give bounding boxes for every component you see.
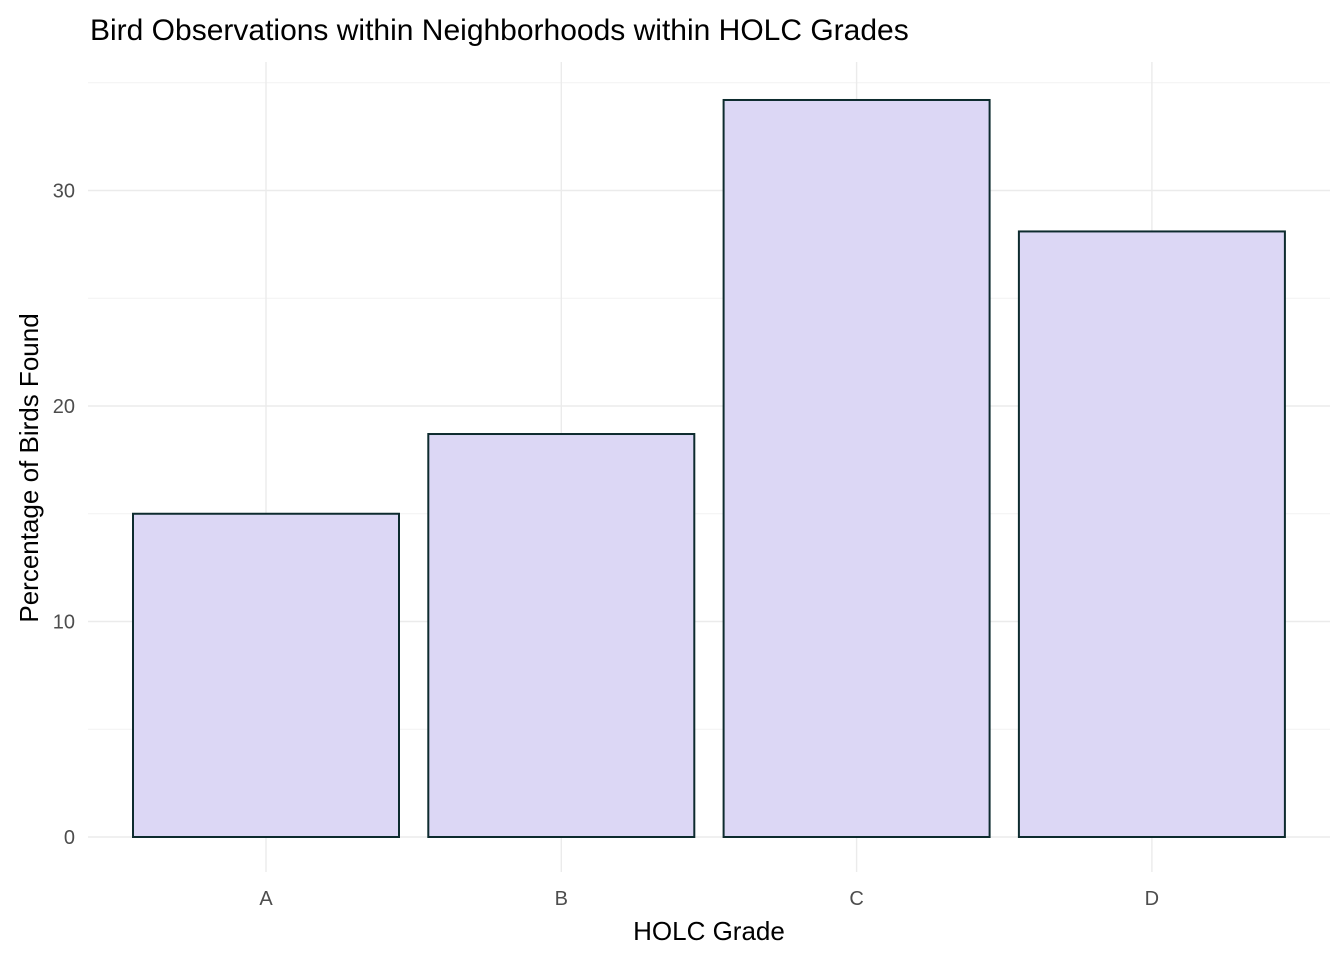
x-tick-label: D [1145,888,1159,910]
y-tick-label: 10 [53,612,75,634]
chart-title: Bird Observations within Neighborhoods w… [90,14,909,47]
bar-C [722,98,991,839]
x-tick-label: B [555,888,568,910]
bar-A [132,512,400,838]
x-tick-label: C [849,888,863,910]
y-tick-label: 0 [64,827,75,849]
bars [132,98,1286,839]
bar-D [1017,230,1286,838]
x-axis-label: HOLC Grade [633,916,785,946]
y-tick-label: 20 [53,396,75,418]
tick-labels: 0 10 20 30 A B C D [53,181,1159,911]
y-tick-label: 30 [53,181,75,203]
x-tick-label: A [259,888,273,910]
y-axis-label: Percentage of Birds Found [14,313,44,622]
bar-B [427,433,696,838]
